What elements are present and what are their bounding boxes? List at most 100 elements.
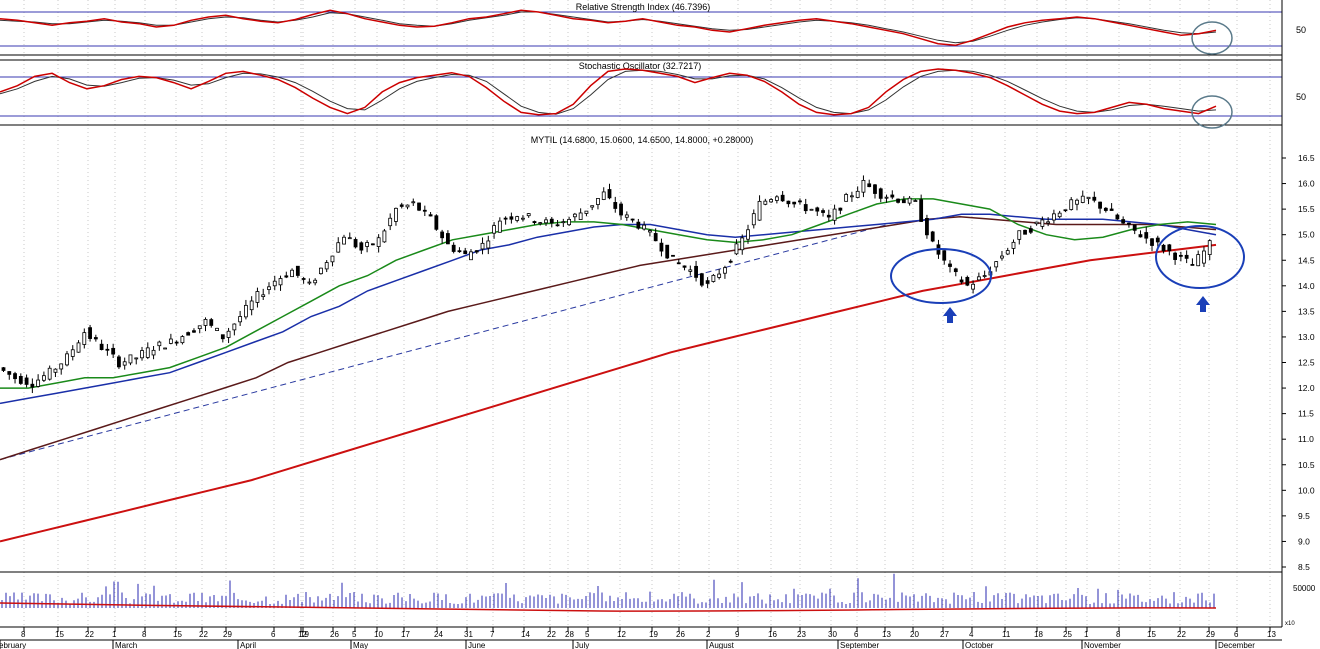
candlestick	[1069, 197, 1074, 211]
candlestick	[1034, 221, 1039, 226]
volume-bars	[1, 573, 1215, 608]
x-month-label: August	[709, 641, 735, 649]
candlestick	[451, 242, 456, 254]
x-day-label: 13	[882, 630, 891, 639]
candlestick	[209, 317, 214, 328]
candlestick	[682, 265, 687, 271]
candlestick	[982, 270, 987, 279]
x-day-label: 23	[797, 630, 806, 639]
candlestick	[757, 195, 762, 221]
candlestick	[694, 260, 698, 282]
candlestick	[174, 340, 179, 346]
candlestick	[428, 211, 433, 217]
candlestick	[261, 288, 266, 300]
candlestick	[1150, 238, 1154, 252]
stoch-highlight-circle	[1191, 95, 1233, 129]
candlestick	[976, 272, 981, 281]
candlestick	[272, 275, 277, 291]
candlestick	[532, 220, 537, 225]
candlestick	[88, 324, 92, 342]
candlestick	[370, 243, 375, 246]
candlestick	[65, 350, 69, 367]
x-month-label: December	[1218, 641, 1255, 649]
candlestick	[688, 265, 693, 276]
stoch-line	[0, 68, 1217, 116]
candlestick	[47, 365, 52, 381]
price-tick-label: 11.5	[1298, 409, 1314, 419]
candlestick	[994, 261, 999, 272]
candlestick	[1127, 222, 1131, 228]
candlestick	[411, 198, 416, 206]
x-month-label: May	[353, 641, 368, 649]
candlestick	[405, 204, 410, 210]
candlestick	[295, 265, 300, 278]
candlestick	[561, 218, 566, 228]
candlestick	[140, 346, 144, 361]
candlestick	[959, 276, 964, 285]
candlestick	[884, 194, 889, 203]
candlestick	[786, 200, 791, 208]
candlestick	[186, 331, 191, 336]
candlestick	[1057, 210, 1062, 219]
candlestick	[486, 235, 491, 255]
candlestick	[445, 230, 450, 245]
candlestick	[382, 228, 387, 243]
candlestick	[659, 238, 664, 257]
price-axis: 16.5 16.0 15.5 15.0 14.5 14.0 13.5 13.0 12.5 12.0…	[1282, 153, 1315, 572]
moving-average-blue	[0, 213, 1217, 405]
candlestick	[555, 219, 560, 227]
candlestick	[157, 340, 162, 351]
vertical-gridlines	[23, 0, 1271, 627]
candlestick	[590, 205, 595, 211]
candlestick	[549, 216, 554, 228]
candlestick	[24, 374, 29, 388]
price-tick-label: 13.0	[1298, 332, 1315, 342]
candlestick	[948, 260, 952, 273]
x-day-label: 10	[374, 630, 383, 639]
x-day-label: 5	[352, 630, 357, 639]
candlestick	[509, 212, 514, 224]
candlestick	[942, 250, 947, 265]
candlestick	[630, 218, 635, 223]
candlestick	[544, 217, 548, 226]
candlestick	[232, 323, 237, 336]
price-tick-label: 10.0	[1298, 485, 1315, 495]
x-day-label: 8	[142, 630, 147, 639]
candlestick	[1132, 224, 1137, 235]
x-day-label: 13	[1267, 630, 1276, 639]
candlestick	[238, 310, 243, 326]
candlestick	[99, 339, 104, 351]
candlestick	[521, 215, 525, 222]
candlestick	[896, 198, 900, 204]
candlestick	[440, 229, 445, 244]
price-tick-label: 14.5	[1298, 255, 1315, 265]
candlestick	[844, 192, 849, 202]
candlestick	[850, 191, 854, 202]
candlestick	[717, 269, 722, 280]
x-day-label: 12	[617, 630, 626, 639]
candlestick	[809, 208, 814, 211]
candlestick	[249, 296, 254, 316]
x-day-label: 8	[1116, 630, 1121, 639]
candlestick	[492, 222, 496, 239]
x-month-label: April	[240, 641, 256, 649]
candlestick	[376, 234, 381, 253]
candlestick	[1040, 216, 1045, 230]
candlestick	[1103, 207, 1108, 213]
x-day-label: 5	[585, 630, 590, 639]
highlight-circle-november	[1155, 225, 1245, 289]
rsi-tick-50: 50	[1296, 25, 1306, 35]
candlestick	[342, 234, 346, 245]
candlestick	[417, 202, 421, 212]
candlestick	[728, 259, 733, 264]
x-day-label: 11	[1002, 630, 1011, 639]
candlestick	[878, 187, 883, 203]
candlestick	[1138, 230, 1143, 238]
x-day-label: 2	[706, 630, 711, 639]
x-day-label: 22	[547, 630, 556, 639]
candlestick	[815, 206, 820, 216]
x-day-label: 26	[676, 630, 685, 639]
candlestick	[301, 277, 306, 284]
price-tick-label: 12.5	[1298, 358, 1315, 368]
candlestick	[584, 210, 589, 217]
